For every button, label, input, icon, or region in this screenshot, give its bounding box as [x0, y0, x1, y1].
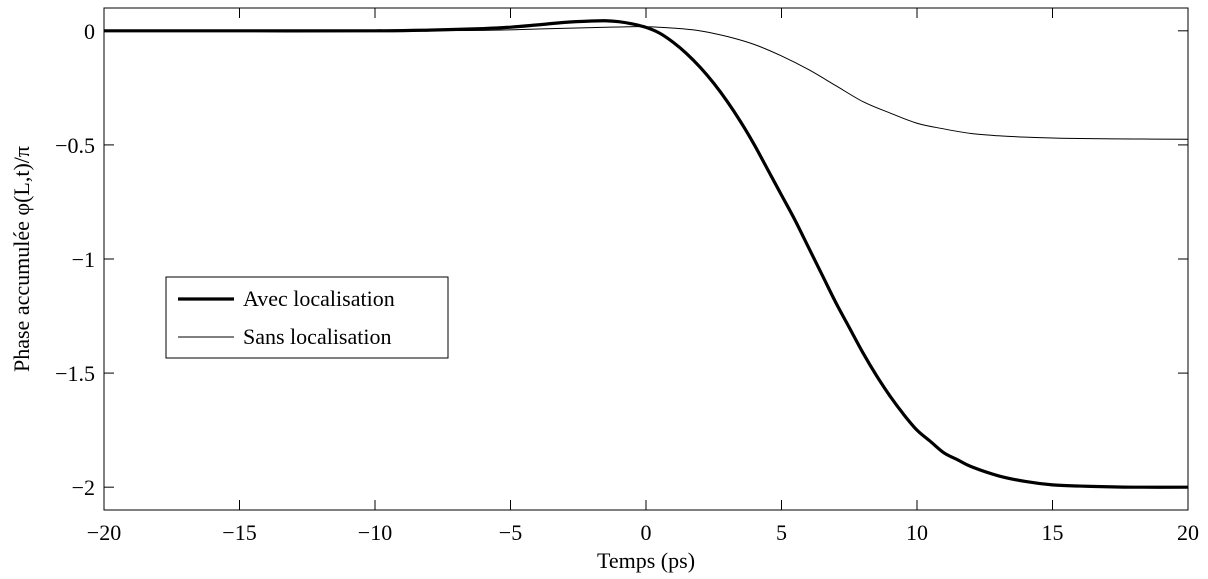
series-line-sans-localisation	[103, 26, 1189, 140]
y-tick-label: −1	[72, 247, 95, 272]
legend-label-avec: Avec localisation	[243, 286, 395, 311]
legend-label-sans: Sans localisation	[243, 324, 391, 349]
legend: Avec localisation Sans localisation	[165, 276, 449, 359]
x-tick-label: −15	[222, 520, 256, 545]
y-axis-label: Phase accumulée φ(L,t)/π	[9, 146, 34, 372]
y-tick-label: −0.5	[55, 133, 95, 158]
x-tick-label: −20	[87, 520, 121, 545]
y-tick-label: −1.5	[55, 361, 95, 386]
x-tick-label: 5	[776, 520, 787, 545]
x-tick-label: −10	[358, 520, 392, 545]
series-layer	[103, 19, 1189, 489]
x-tick-label: 10	[906, 520, 928, 545]
y-tick-label: 0	[84, 19, 95, 44]
x-tick-label: 15	[1042, 520, 1064, 545]
x-tick-label: 20	[1177, 520, 1199, 545]
x-tick-label: 0	[641, 520, 652, 545]
x-tick-label: −5	[499, 520, 522, 545]
series-line-avec-localisation	[104, 19, 1189, 489]
tick-layer	[103, 8, 1189, 510]
legend-box	[165, 276, 449, 359]
x-axis-label: Temps (ps)	[597, 548, 695, 573]
x-tick-labels: −20 −15 −10 −5 0 5 10 15 20	[87, 520, 1199, 545]
y-tick-label: −2	[72, 475, 95, 500]
y-tick-labels: 0 −0.5 −1 −1.5 −2	[55, 19, 95, 500]
